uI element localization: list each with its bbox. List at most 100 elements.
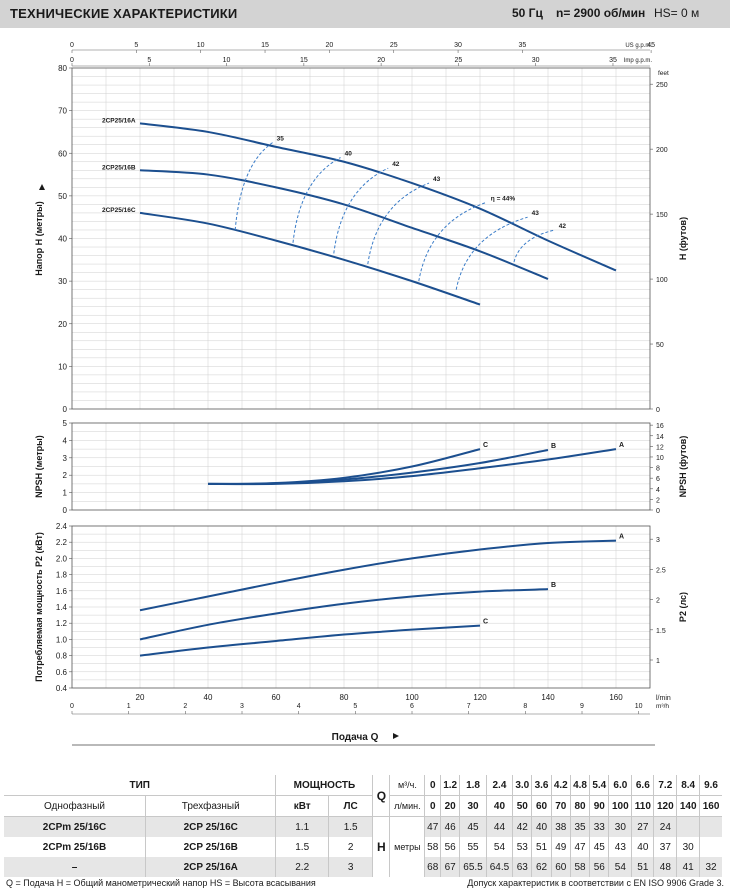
q-m3h-cell: 6.0 xyxy=(608,775,633,796)
q-lmin-cell: 110 xyxy=(631,795,655,817)
h-cell: 64.5 xyxy=(486,857,514,877)
imp-gpm-tick-label: 5 xyxy=(147,57,151,64)
curve-label: A xyxy=(619,442,624,449)
q-lmin-cell: 140 xyxy=(676,795,701,817)
q-m3h-cell: 0 xyxy=(424,775,442,796)
feet-unit: feet xyxy=(658,70,669,77)
table-unit-m3h: м³/ч. xyxy=(389,775,426,796)
h-cell: 65.5 xyxy=(459,857,487,877)
y-tick-label: 0.6 xyxy=(56,668,68,677)
speed-label: n= 2900 об/мин xyxy=(556,6,646,20)
imp-gpm-tick-label: 15 xyxy=(300,57,308,64)
q-m3h-cell: 2.4 xyxy=(486,775,514,796)
q-m3h-cell: 1.2 xyxy=(440,775,461,796)
power-hp: 3 xyxy=(328,857,374,877)
y-axis-title: Напор H (метры) xyxy=(34,201,44,276)
model-single: – xyxy=(4,857,146,877)
efficiency-label: 43 xyxy=(532,210,540,217)
efficiency-label: 43 xyxy=(433,176,441,183)
m3h-tick-label: 9 xyxy=(580,703,584,710)
flow-axis-title: Подача Q xyxy=(332,732,379,743)
lmin-tick-label: 120 xyxy=(473,693,487,702)
y-tick-label: 80 xyxy=(58,64,67,73)
h-cell: 38 xyxy=(551,816,571,837)
h-cell: 58 xyxy=(570,857,591,877)
h-cell: 54 xyxy=(486,837,514,857)
y2-tick-label: 8 xyxy=(656,466,660,473)
y-tick-label: 20 xyxy=(58,320,67,329)
h-cell: 47 xyxy=(570,837,591,857)
efficiency-label: 42 xyxy=(392,161,400,168)
h-cell: 37 xyxy=(653,837,678,857)
y-axis-title: Потребляемая мощность P2 (кВт) xyxy=(34,532,44,682)
y2-tick-label: 2 xyxy=(656,497,660,504)
m3h-tick-label: 5 xyxy=(353,703,357,710)
model-three: 2CP 25/16C xyxy=(145,816,277,837)
y-tick-label: 50 xyxy=(58,192,67,201)
us-gpm-tick-label: 35 xyxy=(519,42,527,49)
flow-arrow-icon xyxy=(393,733,399,739)
us-gpm-tick-label: 15 xyxy=(261,42,269,49)
h-cell: 56 xyxy=(589,857,610,877)
q-lmin-cell: 120 xyxy=(653,795,678,817)
h-cell: 41 xyxy=(676,857,701,877)
efficiency-arc xyxy=(455,216,528,290)
q-m3h-cell: 4.8 xyxy=(570,775,591,796)
y2-tick-label: 10 xyxy=(656,455,664,462)
y-tick-label: 0.4 xyxy=(56,684,68,693)
h-cell: 47 xyxy=(424,816,442,837)
us-gpm-tick-label: 10 xyxy=(197,42,205,49)
lmin-unit: l/min xyxy=(656,695,671,702)
curve-label: 2CP25/16A xyxy=(102,117,136,124)
h-cell xyxy=(700,837,722,857)
curve-label: 2CP25/16B xyxy=(102,164,136,171)
h-cell: 68 xyxy=(424,857,442,877)
table-header-single: Однофазный xyxy=(4,795,146,817)
y-tick-label: 1.8 xyxy=(56,571,68,580)
q-m3h-cell: 3.6 xyxy=(531,775,552,796)
y2-tick-label: 1 xyxy=(656,658,660,665)
efficiency-arc xyxy=(418,201,487,282)
table-q-letter: Q xyxy=(372,775,391,817)
q-lmin-cell: 30 xyxy=(459,795,487,817)
suction-height-label: HS= 0 м xyxy=(654,6,700,20)
h-cell: 56 xyxy=(440,837,461,857)
h-cell xyxy=(676,816,701,837)
q-lmin-cell: 100 xyxy=(608,795,633,817)
h-cell: 30 xyxy=(676,837,701,857)
curve-label: B xyxy=(551,582,556,589)
h-cell: 63 xyxy=(512,857,533,877)
q-lmin-cell: 90 xyxy=(589,795,610,817)
header-bar: ТЕХНИЧЕСКИЕ ХАРАКТЕРИСТИКИ 50 Гц n= 2900… xyxy=(0,0,730,28)
h-cell: 33 xyxy=(589,816,610,837)
lmin-tick-label: 160 xyxy=(609,693,623,702)
q-m3h-cell: 7.2 xyxy=(653,775,678,796)
h-cell: 58 xyxy=(424,837,442,857)
frequency-label: 50 Гц xyxy=(512,6,543,20)
h-cell: 51 xyxy=(631,857,655,877)
h-cell: 45 xyxy=(589,837,610,857)
model-three: 2CP 25/16B xyxy=(145,837,277,857)
y2-tick-label: 50 xyxy=(656,342,664,349)
h-cell: 35 xyxy=(570,816,591,837)
table-unit-lmin: л/мин. xyxy=(389,795,426,817)
imp-gpm-tick-label: 35 xyxy=(609,57,617,64)
table-header-hp: ЛС xyxy=(328,795,374,817)
footer-legend: Q = Подача H = Общий манометрический нап… xyxy=(6,878,316,888)
page-title: ТЕХНИЧЕСКИЕ ХАРАКТЕРИСТИКИ xyxy=(10,6,238,21)
m3h-unit: m³/h xyxy=(656,703,669,710)
q-m3h-cell: 5.4 xyxy=(589,775,610,796)
h-cell: 45 xyxy=(459,816,487,837)
curve-power-c xyxy=(139,624,481,657)
y2-tick-label: 0 xyxy=(656,407,660,414)
efficiency-arc xyxy=(234,142,273,231)
q-lmin-cell: 20 xyxy=(440,795,461,817)
q-lmin-cell: 40 xyxy=(486,795,514,817)
y-axis-title: NPSH (метры) xyxy=(34,435,44,498)
q-lmin-cell: 0 xyxy=(424,795,442,817)
h-cell: 48 xyxy=(653,857,678,877)
efficiency-label: η = 44% xyxy=(491,195,516,202)
table-header-power: МОЩНОСТЬ xyxy=(275,775,374,796)
h-cell: 27 xyxy=(631,816,655,837)
y-tick-label: 1.0 xyxy=(56,635,68,644)
